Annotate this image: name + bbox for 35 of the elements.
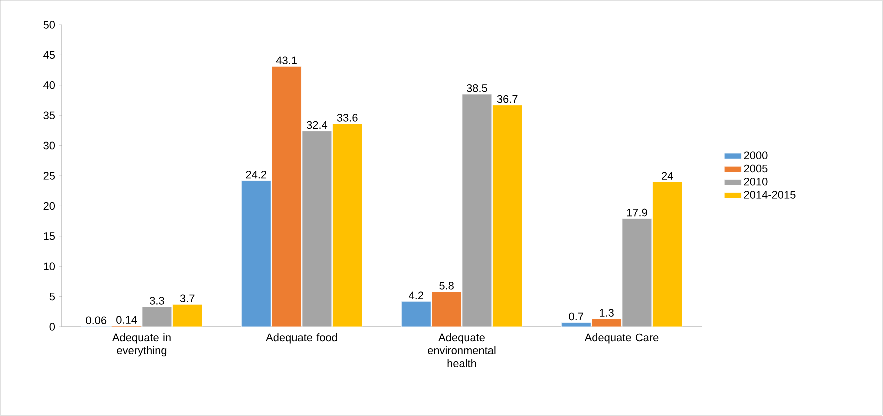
legend-label: 2014-2015 [744,191,796,199]
y-tick-label: 35 [44,112,56,120]
data-label: 36.7 [497,95,518,104]
data-label: 32.4 [306,121,328,130]
data-label: 5.8 [440,282,454,290]
legend-label: 2005 [744,164,768,173]
y-tick-label: 40 [44,82,56,90]
x-tick-label: Adequate food [266,334,338,344]
y-tick-label: 10 [44,262,56,270]
data-label: 1.3 [600,309,614,317]
data-label: 38.5 [466,84,488,92]
y-tick-label: 5 [50,292,56,301]
data-label: 43.1 [276,56,297,64]
y-tick-label: 45 [44,51,56,60]
data-label: 17.9 [627,208,648,217]
legend-label: 2000 [744,152,768,160]
y-tick-label: 15 [44,232,56,240]
data-label: 4.2 [409,292,424,300]
data-label: 0.06 [86,316,107,324]
data-label: 33.6 [337,114,358,122]
x-tick-label: Adequate environmental health [428,334,496,368]
data-label: 3.7 [180,294,195,302]
data-label: 3.3 [150,297,164,305]
y-tick-label: 25 [44,172,56,180]
y-tick-label: 0 [50,323,56,331]
y-tick-label: 20 [44,202,56,210]
y-tick-label: 50 [44,21,56,29]
data-label: 0.7 [569,312,584,321]
y-tick-label: 30 [44,142,56,150]
x-tick-label: Adequate Care [584,334,659,344]
data-label: 0.14 [116,316,138,324]
data-label: 24.2 [246,170,267,179]
x-tick-label: Adequate in everything [112,334,171,357]
data-label: 24 [662,172,674,180]
legend-label: 2010 [744,178,768,186]
